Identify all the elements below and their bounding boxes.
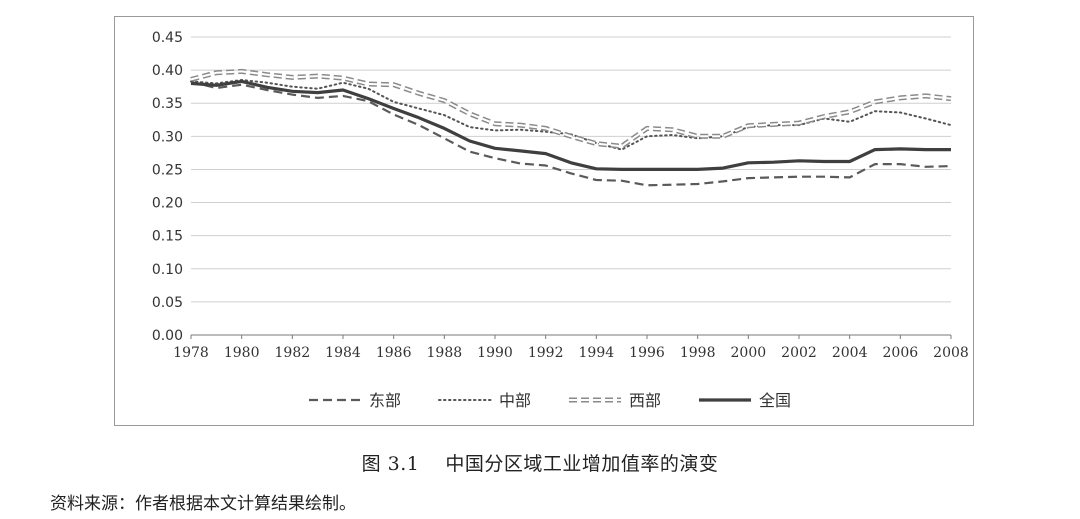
x-tick-label: 1986 <box>376 345 412 361</box>
x-tick-label: 1982 <box>275 345 311 361</box>
y-tick-label: 0.05 <box>152 295 183 311</box>
x-tick-label: 2004 <box>832 345 868 361</box>
legend-label: 东部 <box>369 391 401 410</box>
y-tick-label: 0.45 <box>152 30 183 46</box>
series-line <box>190 68 952 149</box>
legend-label: 西部 <box>629 391 661 410</box>
y-tick-label: 0.15 <box>152 229 183 245</box>
y-tick-label: 0.25 <box>152 162 183 178</box>
series-line <box>190 70 952 148</box>
y-tick-label: 0.00 <box>152 328 183 344</box>
line-chart: 0.00 0.05 0.10 0.15 0.20 0.25 0.30 0.35 0.40 0.45… <box>152 30 969 410</box>
x-tick-label: 2002 <box>781 345 817 361</box>
source-note: 资料来源：作者根据本文计算结果绘制。 <box>50 494 356 514</box>
x-tick-label: 1996 <box>629 345 665 361</box>
y-tick-label: 0.20 <box>152 196 183 212</box>
figure-caption: 图 3.1 中国分区域工业增加值率的演变 <box>0 449 1080 476</box>
x-tick-label: 2008 <box>933 345 969 361</box>
series-line <box>190 79 951 171</box>
chart-frame: 0.00 0.05 0.10 0.15 0.20 0.25 0.30 0.35 0.40 0.45… <box>114 16 974 426</box>
x-tick-label: 1994 <box>579 345 615 361</box>
figure-title: 中国分区域工业增加值率的演变 <box>445 453 719 475</box>
x-tick-label: 2000 <box>731 345 767 361</box>
series-line <box>190 80 952 187</box>
x-tick-label: 2006 <box>883 345 919 361</box>
x-tick-label: 1988 <box>427 345 463 361</box>
y-tick-label: 0.30 <box>152 129 183 145</box>
x-tick-label: 1990 <box>477 345 513 361</box>
y-tick-label: 0.35 <box>152 96 183 112</box>
x-tick-label: 1980 <box>224 345 260 361</box>
figure-number: 图 3.1 <box>361 453 420 475</box>
x-tick-label: 1978 <box>173 345 209 361</box>
y-tick-label: 0.40 <box>152 63 183 79</box>
x-tick-label: 1992 <box>528 345 564 361</box>
x-tick-label: 1998 <box>680 345 716 361</box>
x-tick-label: 1984 <box>325 345 361 361</box>
y-tick-label: 0.10 <box>152 262 183 278</box>
legend-label: 全国 <box>759 391 791 410</box>
legend-label: 中部 <box>499 391 531 410</box>
